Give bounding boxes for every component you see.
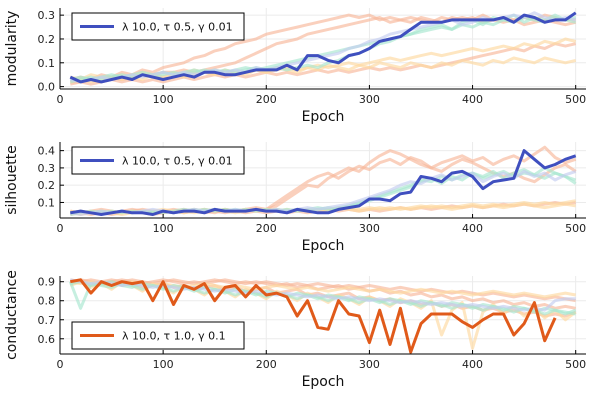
modularity-x-axis-title: Epoch: [302, 109, 345, 125]
conductance-x-tick-label: 200: [256, 358, 277, 371]
silhouette-y-axis-title: silhouette: [4, 145, 20, 215]
silhouette-legend-label: λ 10.0, τ 0.5, γ 0.01: [122, 155, 233, 168]
modularity-panel: 0 100 200 300 400 500 0.0 0.1 0.2 0.3 Epoch modular…: [4, 8, 586, 125]
conductance-x-tick-label: 100: [153, 358, 174, 371]
conductance-y-tick-label: 0.8: [38, 295, 56, 308]
modularity-y-tick-label: 0.0: [38, 81, 56, 94]
conductance-x-axis-title: Epoch: [302, 374, 345, 390]
conductance-legend: λ 10.0, τ 1.0, γ 0.1: [72, 322, 244, 349]
silhouette-x-tick-label: 200: [256, 222, 277, 235]
modularity-y-tick-label: 0.1: [38, 57, 56, 70]
silhouette-x-tick-label: 0: [57, 222, 64, 235]
conductance-x-tick-label: 300: [359, 358, 380, 371]
conductance-y-tick-label: 0.6: [38, 333, 56, 346]
modularity-legend: λ 10.0, τ 0.5, γ 0.01: [72, 13, 244, 40]
modularity-x-tick-label: 400: [462, 93, 483, 106]
modularity-x-tick-label: 300: [359, 93, 380, 106]
modularity-x-tick-label: 200: [256, 93, 277, 106]
conductance-panel: 0 100 200 300 400 500 0.6 0.7 0.8 0.9 Epoch conduct…: [4, 270, 586, 390]
modularity-y-tick-label: 0.3: [38, 9, 56, 22]
conductance-y-tick-label: 0.7: [38, 314, 56, 327]
silhouette-x-tick-label: 100: [153, 222, 174, 235]
modularity-y-tick-label: 0.2: [38, 33, 56, 46]
conductance-y-tick-label: 0.9: [38, 276, 56, 289]
modularity-x-tick-label: 100: [153, 93, 174, 106]
conductance-x-tick-label: 500: [565, 358, 586, 371]
conductance-x-tick-label: 0: [57, 358, 64, 371]
silhouette-x-tick-label: 400: [462, 222, 483, 235]
silhouette-legend: λ 10.0, τ 0.5, γ 0.01: [72, 147, 244, 174]
silhouette-y-tick-label: 0.1: [38, 196, 56, 209]
conductance-legend-label: λ 10.0, τ 1.0, γ 0.1: [122, 330, 226, 343]
modularity-legend-label: λ 10.0, τ 0.5, γ 0.01: [122, 21, 233, 34]
silhouette-panel: 0 100 200 300 400 500 0.1 0.2 0.3 0.4 Epoch silhoue…: [4, 142, 586, 254]
conductance-x-tick-label: 400: [462, 358, 483, 371]
silhouette-y-tick-label: 0.2: [38, 179, 56, 192]
silhouette-x-tick-label: 500: [565, 222, 586, 235]
modularity-x-tick-label: 500: [565, 93, 586, 106]
modularity-x-tick-label: 0: [57, 93, 64, 106]
silhouette-x-tick-label: 300: [359, 222, 380, 235]
silhouette-x-axis-title: Epoch: [302, 238, 345, 254]
modularity-y-axis-title: modularity: [4, 11, 20, 87]
silhouette-y-tick-label: 0.4: [38, 145, 56, 158]
conductance-y-axis-title: conductance: [4, 270, 20, 360]
silhouette-y-tick-label: 0.3: [38, 162, 56, 175]
